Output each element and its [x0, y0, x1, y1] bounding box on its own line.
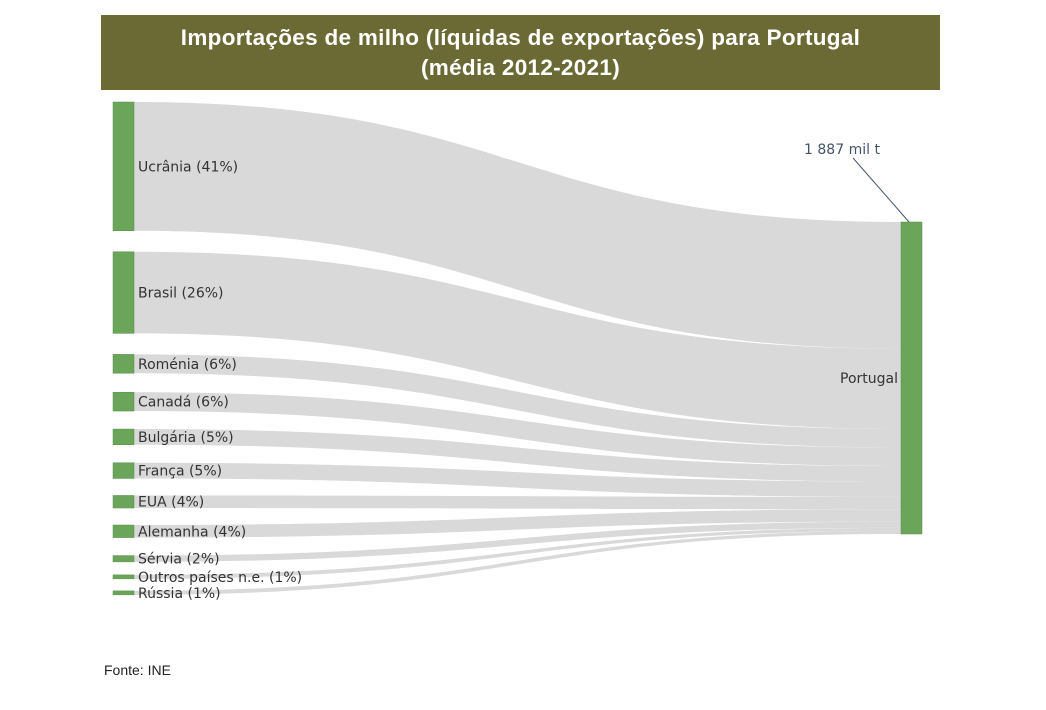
source-label: Ucrânia (41%) [138, 159, 238, 175]
chart-title-line-2: (média 2012-2021) [421, 54, 620, 80]
total-value-label: 1 887 mil t [804, 142, 880, 158]
target-label: Portugal [840, 371, 898, 387]
sankey-link [134, 495, 901, 510]
source-node [112, 574, 135, 580]
target-node [900, 221, 923, 535]
source-node [112, 524, 135, 538]
sankey-link [134, 521, 901, 562]
source-label: Bulgária (5%) [138, 430, 234, 446]
source-node [112, 428, 135, 446]
sankey-links [134, 102, 901, 595]
source-label: Brasil (26%) [138, 286, 224, 302]
source-label: França (5%) [138, 464, 222, 480]
sankey-link [134, 354, 901, 448]
sankey-link [134, 527, 901, 579]
sankey-link [134, 530, 901, 595]
sankey-link [134, 429, 901, 482]
source-node [112, 354, 135, 374]
source-label: Sérvia (2%) [138, 552, 220, 568]
source-label: Rússia (1%) [138, 586, 221, 602]
chart-title-line-1: Importações de milho (líquidas de export… [180, 24, 861, 50]
source-node [112, 101, 135, 231]
sankey-labels: Ucrânia (41%) Brasil (26%) Roménia (6%) Can… [138, 142, 910, 602]
source-node [112, 555, 135, 563]
source-node [112, 590, 135, 596]
sankey-nodes [112, 101, 923, 596]
source-label: Outros países n.e. (1%) [138, 570, 302, 586]
sankey-link [134, 102, 901, 349]
source-label: EUA (4%) [138, 495, 204, 511]
sankey-link [134, 392, 901, 467]
source-label: Canadá (6%) [138, 395, 229, 411]
source-node [112, 462, 135, 479]
source-node [112, 251, 135, 334]
sankey-link [134, 251, 901, 429]
sankey-link [134, 462, 901, 497]
source-node [112, 391, 135, 412]
source-note: Fonte: INE [104, 662, 171, 678]
sankey-link [134, 509, 901, 538]
source-node [112, 495, 135, 509]
chart-title: Importações de milho (líquidas de export… [101, 15, 940, 90]
total-leader-line [852, 157, 910, 223]
source-label: Roménia (6%) [138, 357, 237, 373]
source-label: Alemanha (4%) [138, 524, 246, 540]
